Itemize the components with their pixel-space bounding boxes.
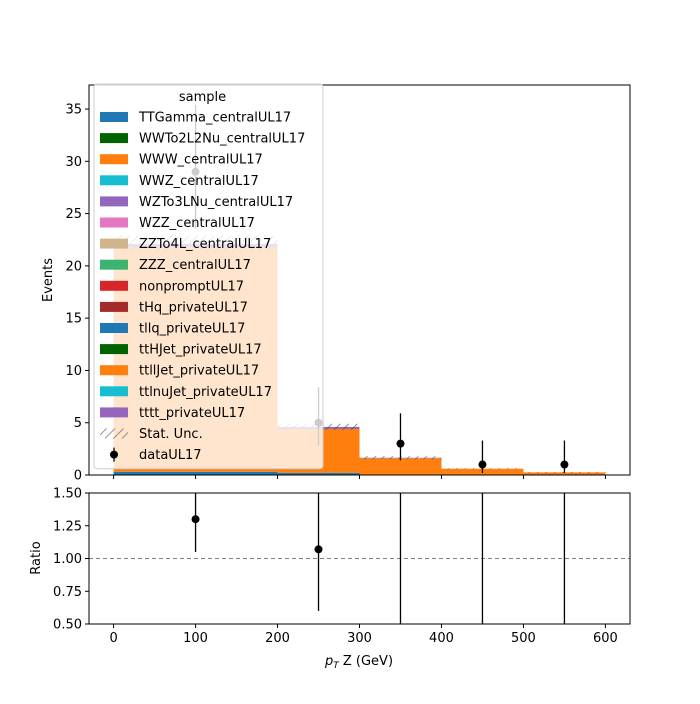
legend-label-5: WZZ_centralUL17 [139,216,255,231]
legend-swatch-1 [100,133,128,144]
legend-swatch-stat-unc [100,428,128,439]
legend-label-1: WWTo2L2Nu_centralUL17 [139,132,305,147]
ratio-plot: 0.50 0.75 1.00 1.25 1.50 0 100 200 300 400 500 600… [29,487,631,671]
data-point-2 [396,439,405,448]
main-y-tick-label-7: 35 [65,103,82,118]
main-y-axis-label: Events [41,258,56,302]
ratio-x-tick-label-0: 0 [109,631,117,646]
ratio-y-tick-label-2: 1.00 [53,552,82,567]
stack-bar-0-bin-1 [277,472,360,475]
ratio-y-tick-label-3: 1.25 [53,519,82,534]
legend-swatch-2 [100,154,128,165]
legend-label-14: tttt_privateUL17 [139,406,245,421]
stack-bar-0-bin-0 [113,471,278,475]
ratio-x-tick-label-2: 200 [265,631,290,646]
x-axis-label: pT Z (GeV) [324,654,393,671]
legend-label-data: dataUL17 [139,448,202,463]
stack-bar-2-bin-4 [523,472,606,475]
legend-swatch-7 [100,259,128,270]
legend-label-11: ttHJet_privateUL17 [139,343,262,358]
main-y-tick-label-2: 10 [65,364,82,379]
legend-label-3: WWZ_centralUL17 [139,174,259,189]
stack-bar-2-bin-2 [359,458,442,475]
legend-swatch-12 [100,365,128,376]
legend-swatch-6 [100,238,128,249]
main-y-tick-label-6: 30 [65,155,82,170]
main-y-tick-label-4: 20 [65,259,82,274]
legend-swatch-9 [100,301,128,312]
legend-swatch-13 [100,386,128,397]
legend-label-8: nonpromptUL17 [139,279,244,294]
main-y-tick-label-0: 0 [74,469,82,484]
ratio-x-tick-label-6: 600 [593,631,618,646]
legend-label-stat-unc: Stat. Unc. [139,427,203,442]
main-plot: 0 5 10 15 20 25 30 35 Events sample TTGamma_cent… [41,83,631,484]
legend-label-12: ttllJet_privateUL17 [139,364,259,379]
legend-label-4: WZTo3LNu_centralUL17 [139,195,293,210]
legend-label-0: TTGamma_centralUL17 [138,111,291,126]
legend-label-6: ZZTo4L_centralUL17 [139,237,271,252]
ratio-x-tick-label-3: 300 [347,631,372,646]
main-y-tick-label-5: 25 [65,207,82,222]
legend-label-13: ttlnuJet_privateUL17 [139,385,272,400]
legend-swatch-14 [100,407,128,418]
ratio-y-tick-label-0: 0.50 [53,618,82,633]
legend-swatch-4 [100,196,128,207]
legend-data-marker [110,450,118,459]
ratio-point-0 [191,515,200,524]
legend-swatch-0 [100,112,128,122]
ratio-y-tick-label-1: 0.75 [53,585,82,600]
ratio-plot-frame [88,492,631,625]
legend-swatch-10 [100,323,128,333]
ratio-x-tick-label-4: 400 [429,631,454,646]
legend-label-10: tllq_privateUL17 [139,322,245,337]
legend: sample TTGamma_centralUL17 WWTo2L2Nu_centr… [93,83,324,470]
ratio-y-tick-label-4: 1.50 [53,487,82,502]
main-y-tick-label-1: 5 [74,416,82,431]
ratio-x-tick-label-5: 500 [511,631,536,646]
main-y-tick-label-3: 15 [65,312,82,327]
legend-label-9: tHq_privateUL17 [139,300,248,315]
legend-label-7: ZZZ_centralUL17 [139,258,251,273]
data-point-3 [478,460,487,469]
legend-box [93,83,324,470]
legend-swatch-5 [100,217,128,228]
ratio-x-tick-label-1: 100 [183,631,208,646]
ratio-point-1 [314,545,323,554]
legend-swatch-3 [100,175,128,186]
legend-swatch-8 [100,280,128,291]
legend-label-2: WWW_centralUL17 [139,153,263,168]
legend-swatch-11 [100,344,128,355]
ratio-y-axis-label: Ratio [29,541,44,574]
data-point-4 [560,460,569,469]
legend-title: sample [179,90,226,105]
